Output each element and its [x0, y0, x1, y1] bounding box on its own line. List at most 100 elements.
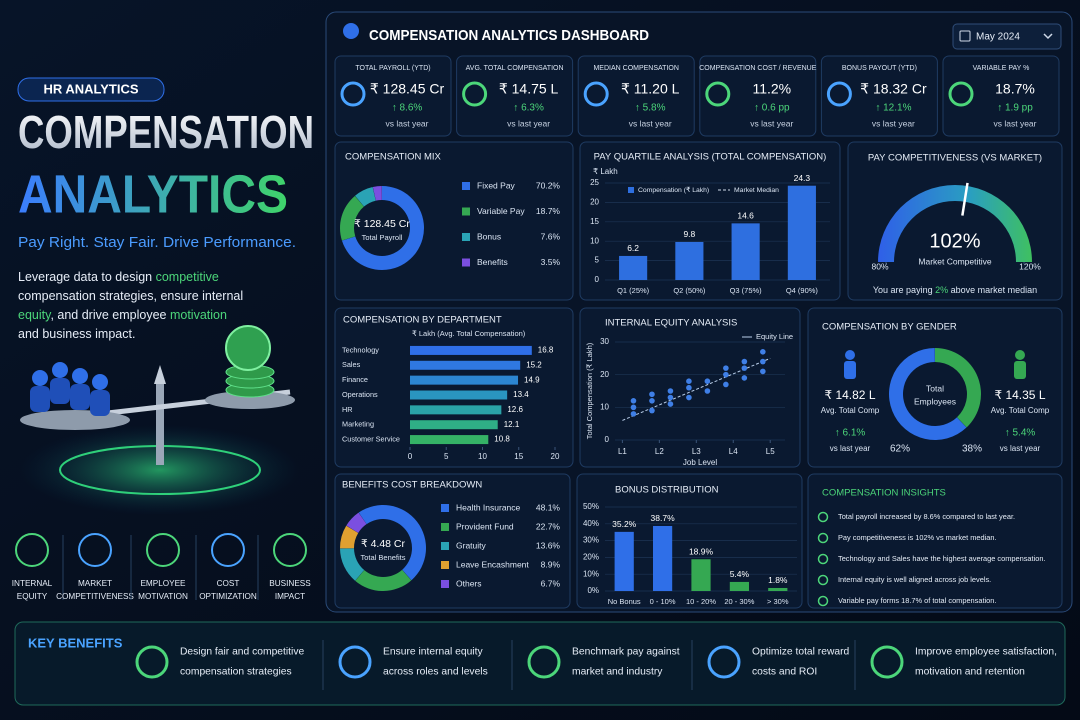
feature-icon — [211, 533, 245, 567]
description-segment: , and drive employee — [50, 308, 170, 322]
legend-swatch — [462, 207, 470, 216]
benefit-text: Ensure internal equity — [383, 647, 483, 658]
category-label: Marketing — [342, 420, 374, 429]
kpi-change: ↑ 12.1% — [875, 103, 911, 114]
scatter-point — [686, 384, 692, 391]
kpi-icon — [705, 81, 731, 107]
data-label: 12.6 — [507, 405, 523, 414]
insights-panel — [807, 473, 1063, 609]
tagline: Pay Right. Stay Fair. Drive Performance. — [18, 234, 296, 251]
scatter-point — [760, 368, 766, 375]
feature-icon — [78, 533, 112, 567]
category-label: Operations — [342, 390, 378, 399]
donut-segment — [355, 569, 412, 591]
legend-swatch — [462, 182, 470, 190]
y-tick-label: 30% — [583, 536, 599, 545]
kpi-card — [334, 55, 452, 137]
donut-segment — [340, 548, 365, 581]
kpi-icon — [462, 81, 488, 107]
x-tick-label: 20 — [551, 452, 560, 461]
header-icon — [343, 23, 359, 39]
kpi-label: MEDIAN COMPENSATION — [593, 65, 678, 72]
coin — [225, 325, 271, 371]
scatter-point — [741, 375, 748, 381]
gauge-tick-label: 120% — [1019, 261, 1041, 271]
bar — [731, 223, 760, 280]
data-label: 1.8% — [768, 575, 788, 585]
person-icon — [52, 362, 68, 378]
kpi-label: AVG. TOTAL COMPENSATION — [466, 65, 564, 72]
footer-segment: You are paying — [873, 285, 935, 295]
legend-value: 7.6% — [541, 231, 561, 241]
feature-label: COMPETITIVENESS — [56, 592, 134, 601]
data-label: 10.8 — [494, 435, 510, 444]
legend-label: Health Insurance — [456, 502, 521, 512]
legend-label: Market Median — [734, 187, 779, 194]
y-tick-label: 20% — [583, 553, 599, 562]
y-axis-label: Total Compensation (₹ Lakh) — [585, 342, 594, 439]
feature-label: EQUITY — [17, 592, 48, 601]
person-icon — [70, 384, 90, 410]
scatter-point — [686, 394, 692, 401]
group-label: Avg. Total Comp — [991, 406, 1050, 415]
benefit-text: compensation strategies — [180, 667, 292, 678]
category-label: HR — [342, 405, 353, 414]
donut-segment — [340, 195, 364, 241]
kpi-change: ↑ 5.8% — [635, 103, 666, 114]
feature-label: MARKET — [78, 579, 112, 588]
y-axis-label: ₹ Lakh — [593, 167, 618, 176]
donut-center-label: Total Payroll — [362, 233, 403, 242]
person-icon — [50, 378, 70, 404]
legend-value: 6.7% — [541, 578, 561, 588]
bar — [787, 185, 816, 280]
bar — [614, 531, 634, 591]
x-tick-label: L5 — [766, 447, 775, 456]
kpi-icon — [948, 81, 974, 107]
period-selector[interactable] — [952, 23, 1062, 50]
trend-line — [622, 357, 771, 421]
insight-icon — [817, 532, 829, 544]
benefit-text: market and industry — [572, 667, 663, 678]
benefits-title: KEY BENEFITS — [28, 635, 123, 650]
feature-label: COST — [217, 579, 240, 588]
glow — [20, 425, 300, 515]
kpi-value: 18.7% — [995, 81, 1035, 97]
data-label: 13.4 — [513, 390, 529, 399]
legend-swatch — [441, 580, 449, 588]
benefit-text: Improve employee satisfaction, — [915, 647, 1057, 658]
description: equity, and drive employee motivation — [18, 308, 227, 322]
category-label: Sales — [342, 360, 361, 369]
donut-segment — [358, 504, 427, 581]
chevron — [1043, 33, 1053, 40]
benefit-icon — [527, 645, 561, 679]
group-note: vs last year — [1000, 444, 1041, 453]
y-tick-label: 0% — [587, 586, 599, 595]
kpi-note: vs last year — [994, 118, 1037, 128]
kpi-label: BONUS PAYOUT (YTD) — [842, 65, 917, 72]
hero-title: ANALYTICS — [18, 164, 288, 224]
y-tick-label: 15 — [590, 217, 599, 226]
benefit-icon — [870, 645, 904, 679]
legend-value: 3.5% — [541, 257, 561, 267]
scatter-point — [649, 398, 655, 404]
legend-swatch — [441, 504, 449, 512]
data-label: 15.2 — [526, 360, 542, 369]
benefit-icon — [135, 645, 169, 679]
data-label: 35.2% — [612, 519, 637, 529]
insight-icon — [817, 553, 829, 565]
x-tick-label: 5 — [444, 452, 449, 461]
scale-top — [154, 365, 166, 384]
y-tick-label: 0 — [605, 435, 610, 444]
y-tick-label: 0 — [595, 275, 600, 284]
x-tick-label: L1 — [618, 447, 627, 456]
gauge-footer: You are paying 2% above market median — [873, 285, 1037, 295]
data-label: 18.9% — [689, 546, 714, 556]
person-icon — [90, 390, 110, 416]
person-icon — [1015, 350, 1025, 360]
kpi-note: vs last year — [629, 118, 672, 128]
data-label: 16.8 — [538, 346, 554, 355]
benefit-text: costs and ROI — [752, 667, 817, 678]
hero-title: COMPENSATION — [18, 106, 314, 158]
donut-segment — [346, 512, 367, 533]
